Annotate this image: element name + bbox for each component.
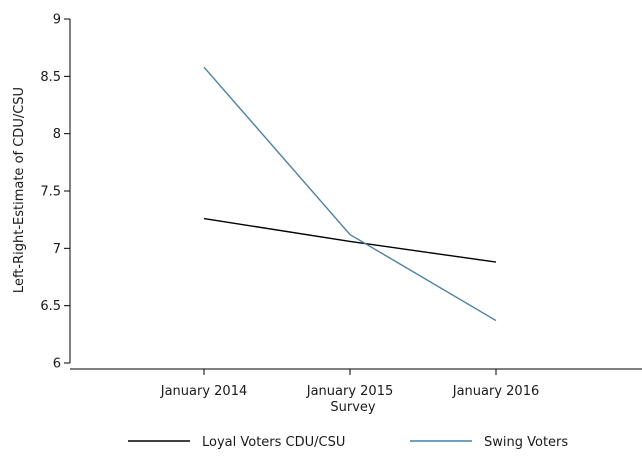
y-axis-title: Left-Right-Estimate of CDU/CSU (12, 87, 27, 293)
y-tick-label: 8.5 (40, 70, 61, 85)
x-tick-label: January 2016 (452, 384, 540, 399)
legend-label: Loyal Voters CDU/CSU (202, 435, 345, 450)
y-tick-label: 7.5 (40, 185, 61, 200)
legend-label: Swing Voters (484, 435, 568, 450)
series-lines (203, 66, 497, 322)
axes: 6 6.5 7 7.5 8 8.5 9 January 2014 January 2015 Jan… (40, 13, 642, 399)
x-tick-label: January 2015 (306, 384, 394, 399)
y-tick-label: 7 (53, 242, 61, 257)
series-line-loyal-voters (203, 217, 497, 263)
legend: Loyal Voters CDU/CSU Swing Voters (128, 435, 568, 450)
y-tick-label: 6 (53, 357, 61, 372)
series-line-swing-voters (203, 66, 497, 322)
x-tick-label: January 2014 (160, 384, 248, 399)
y-tick-label: 9 (53, 13, 61, 28)
y-tick-label: 8 (53, 127, 61, 142)
x-axis-title: Survey (330, 400, 376, 415)
y-tick-label: 6.5 (40, 299, 61, 314)
